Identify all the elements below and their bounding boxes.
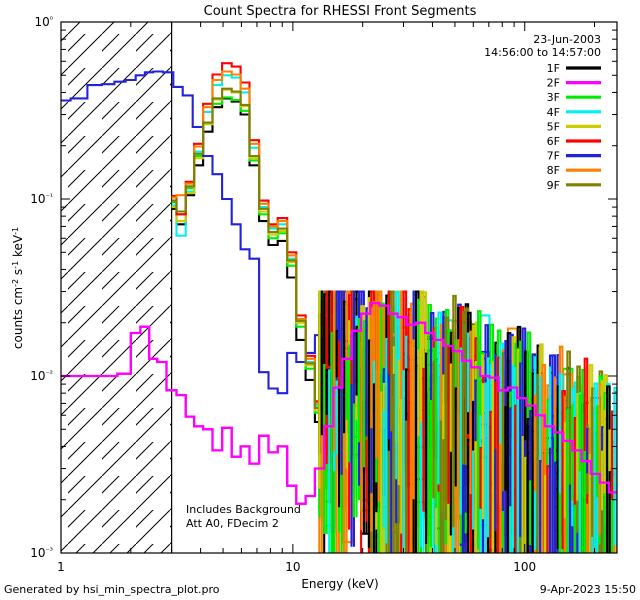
legend-label-3F: 3F (547, 91, 560, 104)
spectra-series-layer (61, 62, 617, 553)
noise-step (541, 364, 547, 553)
legend-item-5F[interactable]: 5F (547, 120, 601, 133)
legend-item-1F[interactable]: 1F (547, 62, 601, 75)
legend-item-9F[interactable]: 9F (547, 179, 601, 192)
legend-label-8F: 8F (547, 164, 560, 177)
legend-label-4F: 4F (547, 106, 560, 119)
hatch-fill (61, 22, 172, 553)
observation-date: 23-Jun-2003 (533, 33, 601, 46)
axes-ticks-layer: 1 10 100 10⁰ 10⁻¹ 10⁻² 10⁻³ (30, 15, 617, 574)
y-tick-label: 10⁰ (35, 15, 54, 29)
page-title: Count Spectra for RHESSI Front Segments (204, 4, 477, 19)
legend-label-9F: 9F (547, 179, 560, 192)
legend-label-2F: 2F (547, 77, 560, 90)
spectrum-line-2F (61, 301, 617, 505)
legend-item-4F[interactable]: 4F (547, 106, 601, 119)
svg-text:counts cm-2 s-1 keV-1: counts cm-2 s-1 keV-1 (11, 227, 25, 349)
y-tick-label: 10⁻³ (30, 546, 53, 560)
excluded-energy-hatch-region (61, 22, 173, 553)
legend-item-7F[interactable]: 7F (547, 150, 601, 163)
legend-item-3F[interactable]: 3F (547, 91, 601, 104)
y-tick-label: 10⁻² (30, 369, 53, 383)
noise-step (343, 388, 348, 553)
x-tick-label: 100 (513, 560, 536, 574)
noise-step (613, 409, 617, 546)
annotation-attenuator-state: Att A0, FDecim 2 (186, 517, 279, 530)
legend-item-8F[interactable]: 8F (547, 164, 601, 177)
legend-label-6F: 6F (547, 135, 560, 148)
legend-label-7F: 7F (547, 150, 560, 163)
x-tick-label: 10 (285, 560, 300, 574)
legend-item-6F[interactable]: 6F (547, 135, 601, 148)
plot-frame (60, 21, 618, 554)
spectrum-2F-top (61, 301, 617, 505)
y-tick-label: 10⁻¹ (30, 192, 53, 206)
legend-item-2F[interactable]: 2F (547, 77, 601, 90)
x-tick-label: 1 (57, 560, 65, 574)
x-axis-label: Energy (keV) (301, 577, 378, 591)
legend-label-5F: 5F (547, 120, 560, 133)
legend-label-1F: 1F (547, 62, 560, 75)
annotation-includes-background: Includes Background (186, 503, 301, 516)
y-axis-label: counts cm-2 s-1 keV-1 (11, 227, 25, 349)
footer-generator: Generated by hsi_min_spectra_plot.pro (4, 583, 220, 596)
noise-step (566, 350, 571, 408)
observation-time-range: 14:56:00 to 14:57:00 (484, 46, 601, 59)
footer-timestamp: 9-Apr-2023 15:50 (540, 583, 636, 596)
